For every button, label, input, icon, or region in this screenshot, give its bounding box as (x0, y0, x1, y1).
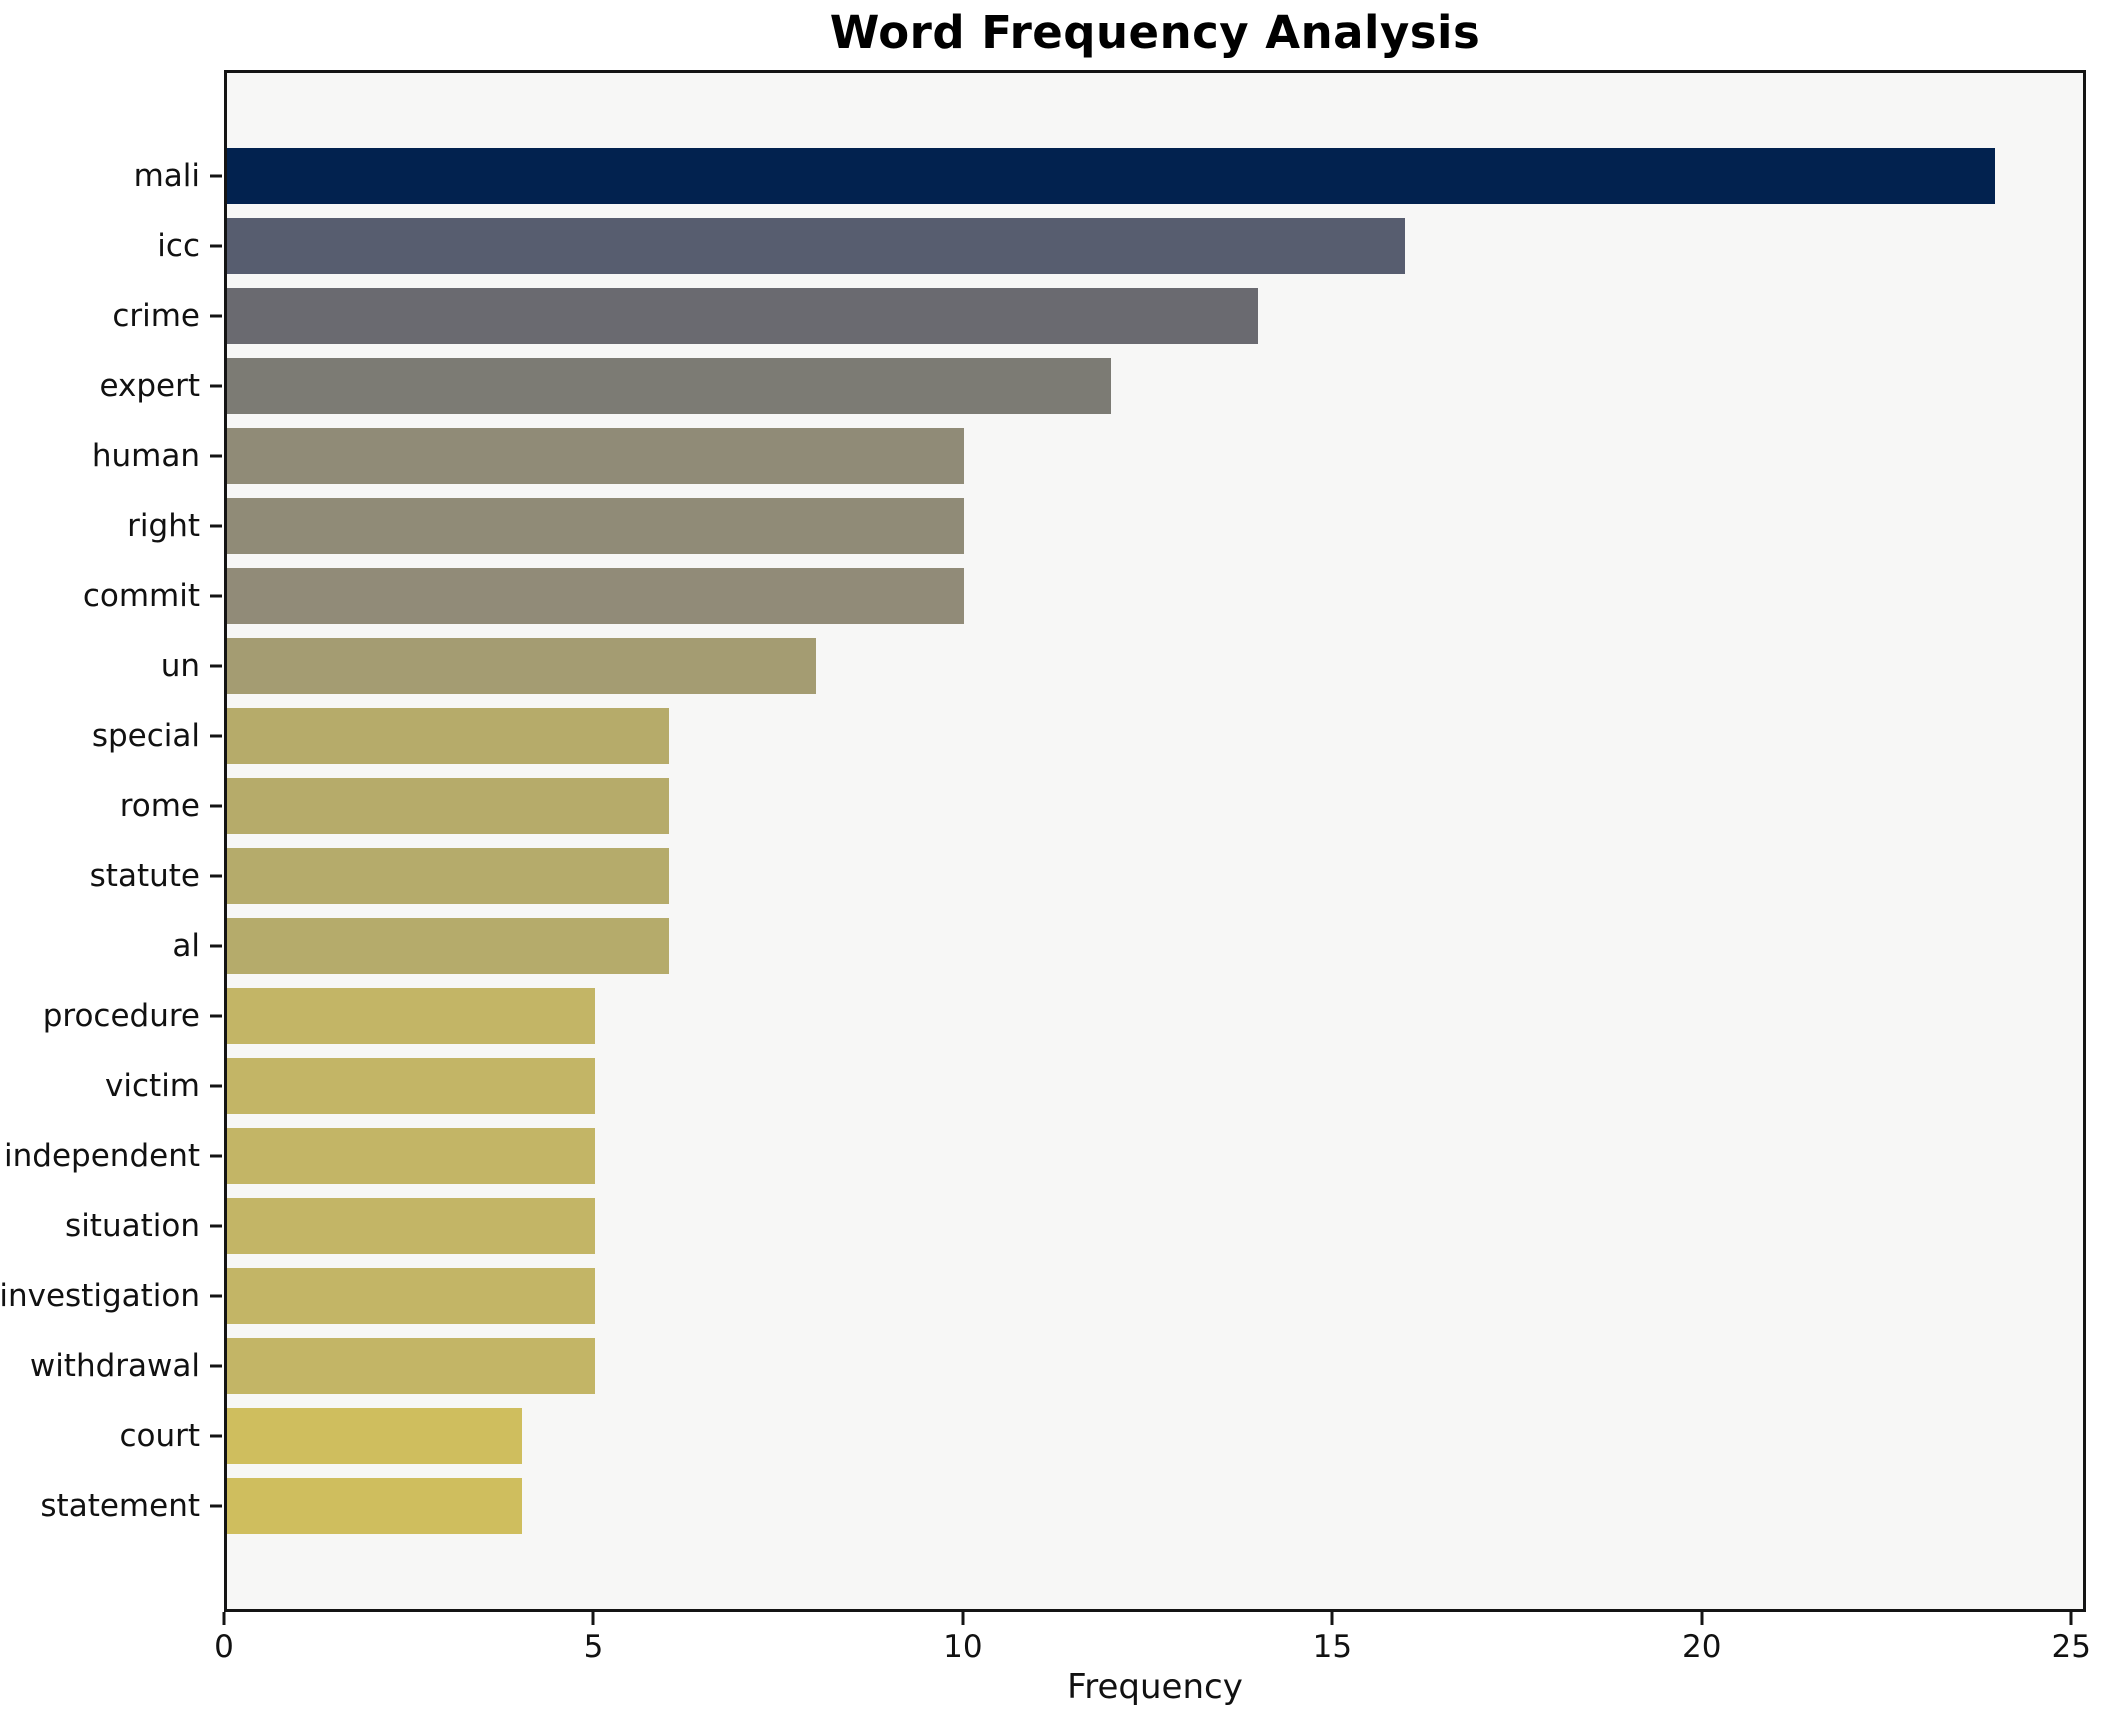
bar (227, 1478, 522, 1534)
bar-row: rome (120, 771, 2083, 841)
chart-title: Word Frequency Analysis (829, 6, 1481, 59)
bar-row: independent (4, 1121, 2083, 1191)
y-tick-mark (210, 1014, 222, 1018)
y-tick-label: investigation (0, 1278, 200, 1314)
bar-row: mali (134, 141, 2083, 211)
y-tick-mark (210, 384, 222, 388)
y-tick-label: crime (112, 298, 200, 334)
x-tick-label: 20 (1682, 1629, 1722, 1665)
y-tick-label: statement (40, 1488, 200, 1524)
bar (227, 988, 596, 1044)
y-tick-label: human (91, 438, 200, 474)
y-tick-mark (210, 454, 222, 458)
y-tick-mark (210, 174, 222, 178)
y-tick-mark (210, 1504, 222, 1508)
y-tick-mark (210, 594, 222, 598)
y-tick-label: withdrawal (29, 1348, 200, 1384)
y-tick-mark (210, 244, 222, 248)
bar-row: commit (83, 561, 2083, 631)
bar (227, 1058, 596, 1114)
y-tick-mark (210, 874, 222, 878)
bar (227, 288, 1259, 344)
bar (227, 1268, 596, 1324)
x-tick-mark (591, 1612, 595, 1625)
x-tick-label: 15 (1312, 1629, 1353, 1665)
bar (227, 498, 964, 554)
bar-row: situation (65, 1191, 2083, 1261)
x-tick-mark (2069, 1612, 2073, 1625)
bar (227, 1408, 522, 1464)
y-tick-mark (210, 1224, 222, 1228)
bar (227, 1198, 596, 1254)
bar (227, 1338, 596, 1394)
bar-row: procedure (43, 981, 2083, 1051)
y-tick-mark (210, 1294, 222, 1298)
y-tick-label: commit (82, 578, 200, 614)
y-tick-label: situation (65, 1208, 200, 1244)
y-tick-label: mali (133, 158, 200, 194)
x-axis-title: Frequency (1067, 1667, 1243, 1707)
bar (227, 148, 1995, 204)
x-axis-ticks (222, 1612, 2086, 1626)
y-tick-label: special (91, 718, 200, 754)
bar-row: icc (157, 211, 2083, 281)
bar (227, 778, 669, 834)
y-tick-mark (210, 1434, 222, 1438)
x-tick-label: 5 (583, 1629, 604, 1665)
bar (227, 918, 669, 974)
bar-row: victim (105, 1051, 2083, 1121)
bar-row: court (119, 1401, 2083, 1471)
bar-row: special (92, 701, 2083, 771)
bar-row: withdrawal (30, 1331, 2083, 1401)
plot-area: mali icc crime expert human right commit un spec… (0, 70, 2086, 1612)
y-tick-mark (210, 664, 222, 668)
x-tick-mark (961, 1612, 965, 1625)
bar (227, 358, 1111, 414)
x-tick-label: 10 (943, 1629, 983, 1665)
y-tick-mark (210, 1084, 222, 1088)
bar-row: statement (40, 1471, 2083, 1541)
bars: mali icc crime expert human right commit un spec… (0, 73, 2083, 1609)
y-tick-mark (210, 524, 222, 528)
y-tick-label: al (172, 928, 200, 964)
bar-row: right (127, 491, 2083, 561)
y-tick-label: right (127, 508, 200, 544)
x-tick-label: 25 (2051, 1629, 2091, 1665)
bar (227, 428, 964, 484)
y-tick-label: rome (119, 788, 200, 824)
y-tick-label: expert (99, 368, 200, 404)
x-tick-mark (1330, 1612, 1334, 1625)
bar (227, 638, 817, 694)
x-tick-label: 0 (214, 1629, 234, 1665)
y-tick-label: court (119, 1418, 200, 1454)
y-tick-label: un (160, 648, 200, 684)
bar (227, 218, 1406, 274)
bar (227, 708, 669, 764)
x-tick-mark (222, 1612, 226, 1625)
bar-row: expert (99, 351, 2083, 421)
bar-row: statute (90, 841, 2083, 911)
bar (227, 1128, 596, 1184)
y-tick-label: independent (4, 1138, 200, 1174)
bar-row: un (161, 631, 2083, 701)
y-tick-mark (210, 944, 222, 948)
bar-row: crime (112, 281, 2083, 351)
y-tick-label: statute (89, 858, 200, 894)
bar-row: investigation (0, 1261, 2083, 1331)
y-tick-label: procedure (42, 998, 200, 1034)
bar-row: al (172, 911, 2083, 981)
y-tick-mark (210, 1364, 222, 1368)
y-tick-label: victim (105, 1068, 200, 1104)
y-tick-mark (210, 804, 222, 808)
bar-row: human (92, 421, 2083, 491)
y-tick-mark (210, 314, 222, 318)
bar (227, 568, 964, 624)
x-tick-mark (1700, 1612, 1704, 1625)
y-tick-mark (210, 1154, 222, 1158)
y-tick-mark (210, 734, 222, 738)
x-axis-tick-labels: 0 5 10 15 20 25 (214, 1629, 2091, 1669)
y-tick-label: icc (157, 228, 200, 264)
bar (227, 848, 669, 904)
